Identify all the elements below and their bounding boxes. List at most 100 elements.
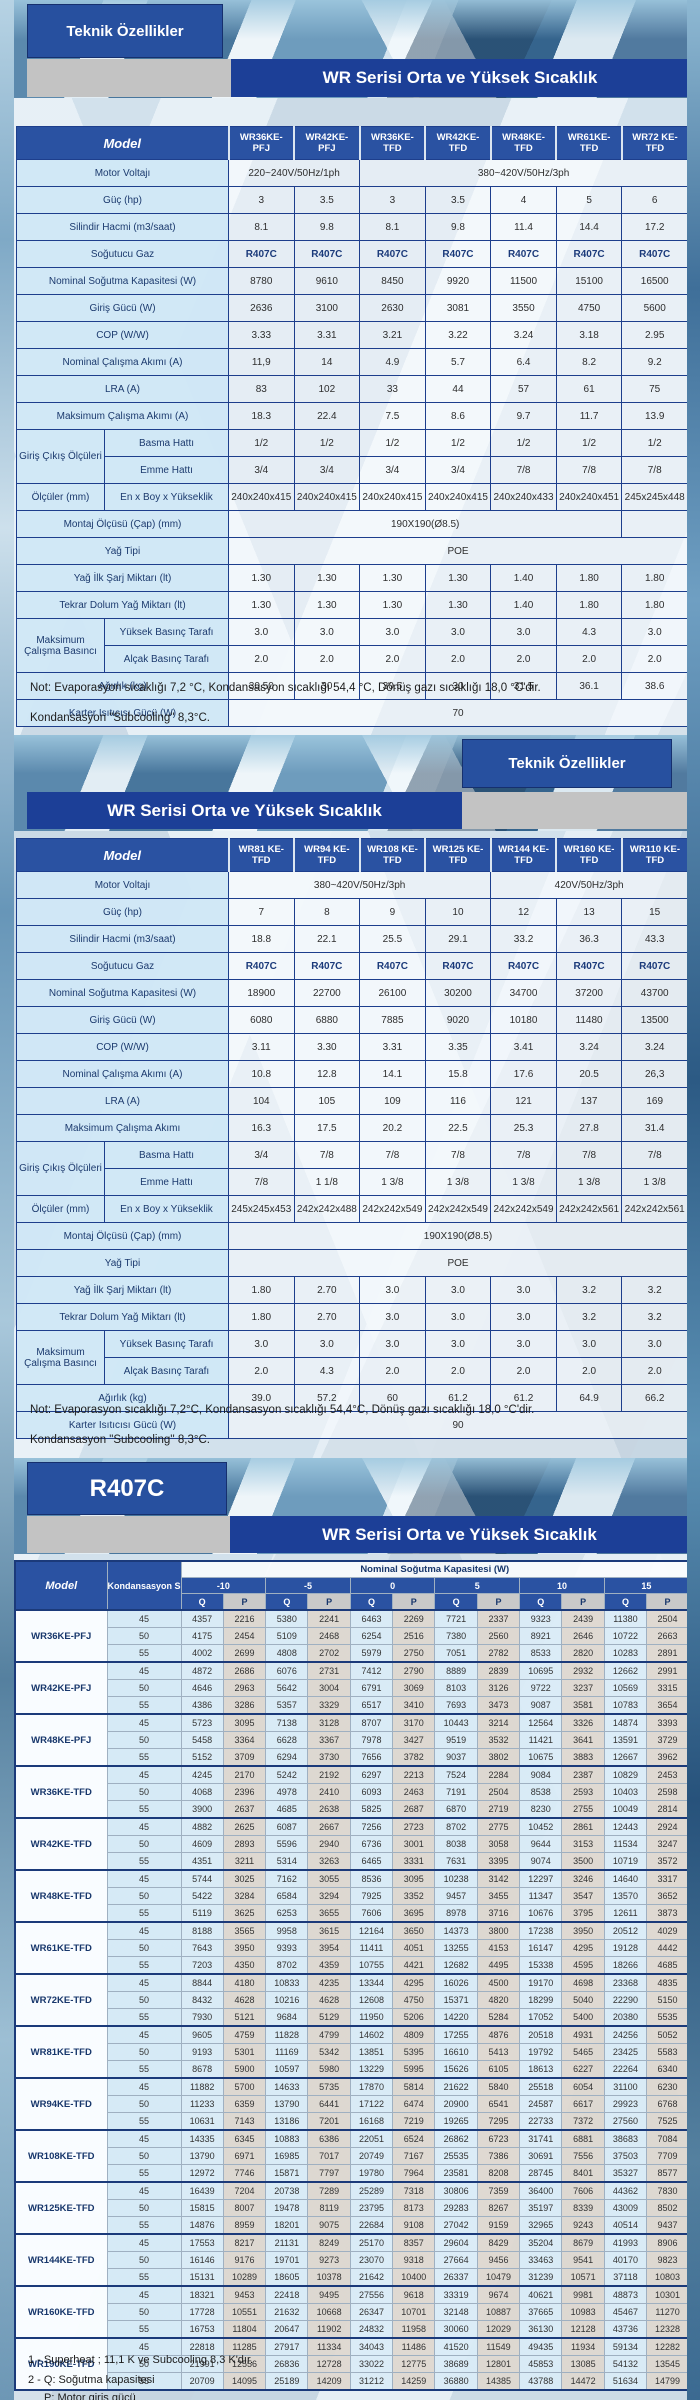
capacity-q-cell: 29283 [434, 2199, 478, 2217]
capacity-q-cell: 36130 [519, 2320, 563, 2339]
condensation-temp-cell: 45 [106, 2285, 182, 2304]
power-p-cell: 2646 [561, 1627, 605, 1645]
power-p-cell: 5700 [222, 2077, 267, 2096]
spec-value-cell: 2.0 [621, 1357, 688, 1385]
capacity-q-cell: 23795 [349, 2199, 394, 2217]
power-p-cell: 7797 [307, 2164, 351, 2183]
power-p-cell: 2463 [392, 1783, 436, 1801]
capacity-q-cell: 8702 [265, 1956, 309, 1975]
power-p-cell: 3873 [646, 1904, 690, 1923]
power-p-cell: 8173 [392, 2199, 436, 2217]
spec-table-2: Model WR81 KE-TFD WR94 KE-TFD WR108 KE-TFD W… [16, 838, 688, 1439]
spec-value-cell: 3.0 [490, 618, 557, 646]
spec-value-cell: 109 [359, 1087, 426, 1115]
power-p-cell: 6054 [561, 2077, 605, 2096]
power-p-cell: 7606 [561, 2181, 605, 2200]
spec-value-cell: 3.0 [555, 1330, 623, 1358]
spec-value-cell: R407C [359, 952, 426, 980]
column-header-model-name: WR144 KE-TFD [489, 838, 557, 872]
power-p-cell: 5284 [476, 2008, 521, 2027]
power-p-cell: 7556 [561, 2147, 605, 2165]
spec-value-cell: 240x240x415 [293, 483, 361, 511]
spec-value-cell: 7.5 [359, 402, 426, 430]
power-p-cell: 2598 [646, 1783, 690, 1801]
row-label: Basma Hattı [104, 429, 229, 457]
capacity-q-cell: 8921 [519, 1627, 563, 1645]
capacity-q-cell: 14633 [265, 2077, 309, 2096]
power-p-cell: 11285 [222, 2337, 267, 2356]
spec-value-cell: 1.40 [490, 564, 557, 592]
power-p-cell: 7372 [561, 2112, 605, 2131]
power-p-cell: 2625 [222, 1817, 267, 1836]
capacity-q-cell: 25289 [349, 2181, 394, 2200]
spec-value-cell: R407C [621, 952, 688, 980]
section1-title-band: WR Serisi Orta ve Yüksek Sıcaklık [27, 59, 689, 97]
spec-value-cell: 43.3 [621, 925, 688, 953]
capacity-q-cell: 21991 [180, 2355, 224, 2373]
spec-value-cell: 4.3 [293, 1357, 361, 1385]
section2-title-band: WR Serisi Orta ve Yüksek Sıcaklık [27, 792, 688, 829]
q-column-header: Q [265, 1593, 309, 1611]
power-p-cell: 6524 [392, 2129, 436, 2148]
power-p-cell: 3128 [307, 1713, 351, 1732]
power-p-cell: 7359 [476, 2181, 521, 2200]
power-p-cell: 7709 [646, 2147, 690, 2165]
capacity-q-cell: 5642 [265, 1679, 309, 1697]
power-p-cell: 5465 [561, 2043, 605, 2061]
row-label: Yağ Tipi [16, 1249, 229, 1277]
power-p-cell: 3962 [646, 1748, 690, 1767]
condensation-temp-cell: 50 [106, 1783, 182, 1801]
spec-value-cell [621, 510, 688, 538]
spec-value-cell: 8.1 [228, 213, 295, 241]
capacity-q-cell: 8538 [519, 1783, 563, 1801]
column-header-model-name: WR42KE-TFD [424, 126, 492, 160]
power-p-cell: 12282 [646, 2337, 690, 2356]
spec-value-cell: 2.0 [555, 1357, 623, 1385]
capacity-q-cell: 6093 [349, 1783, 394, 1801]
spec-value-cell: 2630 [359, 294, 426, 322]
spec-value-cell: 5600 [621, 294, 688, 322]
condensation-temp-cell: 50 [106, 2095, 182, 2113]
power-p-cell: 2820 [561, 1644, 605, 1663]
spec-value-cell: 30 [424, 672, 492, 700]
power-p-cell: 8959 [222, 2216, 267, 2235]
row-label: Soğutucu Gaz [16, 240, 229, 268]
capacity-q-cell: 7380 [434, 1627, 478, 1645]
row-label: Motor Voltajı [16, 159, 229, 187]
condensation-temp-cell: 55 [106, 1800, 182, 1819]
power-p-cell: 3331 [392, 1852, 436, 1871]
spec-value-cell: 242x242x549 [490, 1195, 557, 1223]
photo-edge-right [687, 0, 700, 2400]
capacity-q-cell: 10833 [265, 1973, 309, 1992]
capacity-q-cell: 8536 [349, 1869, 394, 1888]
spec-value-cell: 1.30 [424, 564, 492, 592]
power-p-cell: 4628 [222, 1991, 267, 2009]
spec-value-cell: 29.1 [424, 925, 492, 953]
footnote-superheat: 1 - Superheat ; 11,1 K ve Subcooling 8,3… [28, 2354, 254, 2366]
power-p-cell: 6441 [307, 2095, 351, 2113]
capacity-q-cell: 22733 [519, 2112, 563, 2131]
power-p-cell: 2687 [392, 1800, 436, 1819]
capacity-q-cell: 10569 [603, 1679, 648, 1697]
capacity-q-cell: 27556 [349, 2285, 394, 2304]
capacity-q-cell: 5314 [265, 1852, 309, 1871]
spec-value-cell: R407C [555, 952, 623, 980]
table1-note-subcooling: Kondansasyon "Subcooling'' 8,3°C. [30, 712, 210, 724]
spec-value-cell: 240x240x415 [228, 483, 295, 511]
capacity-q-cell: 15626 [434, 2060, 478, 2079]
capacity-q-cell: 25170 [349, 2233, 394, 2252]
row-label: Nominal Soğutma Kapasitesi (W) [16, 267, 229, 295]
spec-value-cell: 3.0 [424, 1330, 492, 1358]
power-p-cell: 3655 [307, 1904, 351, 1923]
row-label: En x Boy x Yükseklik [104, 483, 229, 511]
spec-value-cell: 9.8 [424, 213, 492, 241]
section2-gray-block [462, 792, 688, 829]
spec-value-cell: 36.3 [555, 925, 623, 953]
power-p-cell: 7204 [222, 2181, 267, 2200]
capacity-q-cell: 4882 [180, 1817, 224, 1836]
spec-value-cell: 2.0 [293, 645, 361, 673]
spec-value-cell: 10 [424, 898, 492, 926]
power-p-cell: 5040 [561, 1991, 605, 2009]
spec-value-cell: 2.70 [293, 1303, 361, 1331]
spec-value-cell: 9.7 [490, 402, 557, 430]
